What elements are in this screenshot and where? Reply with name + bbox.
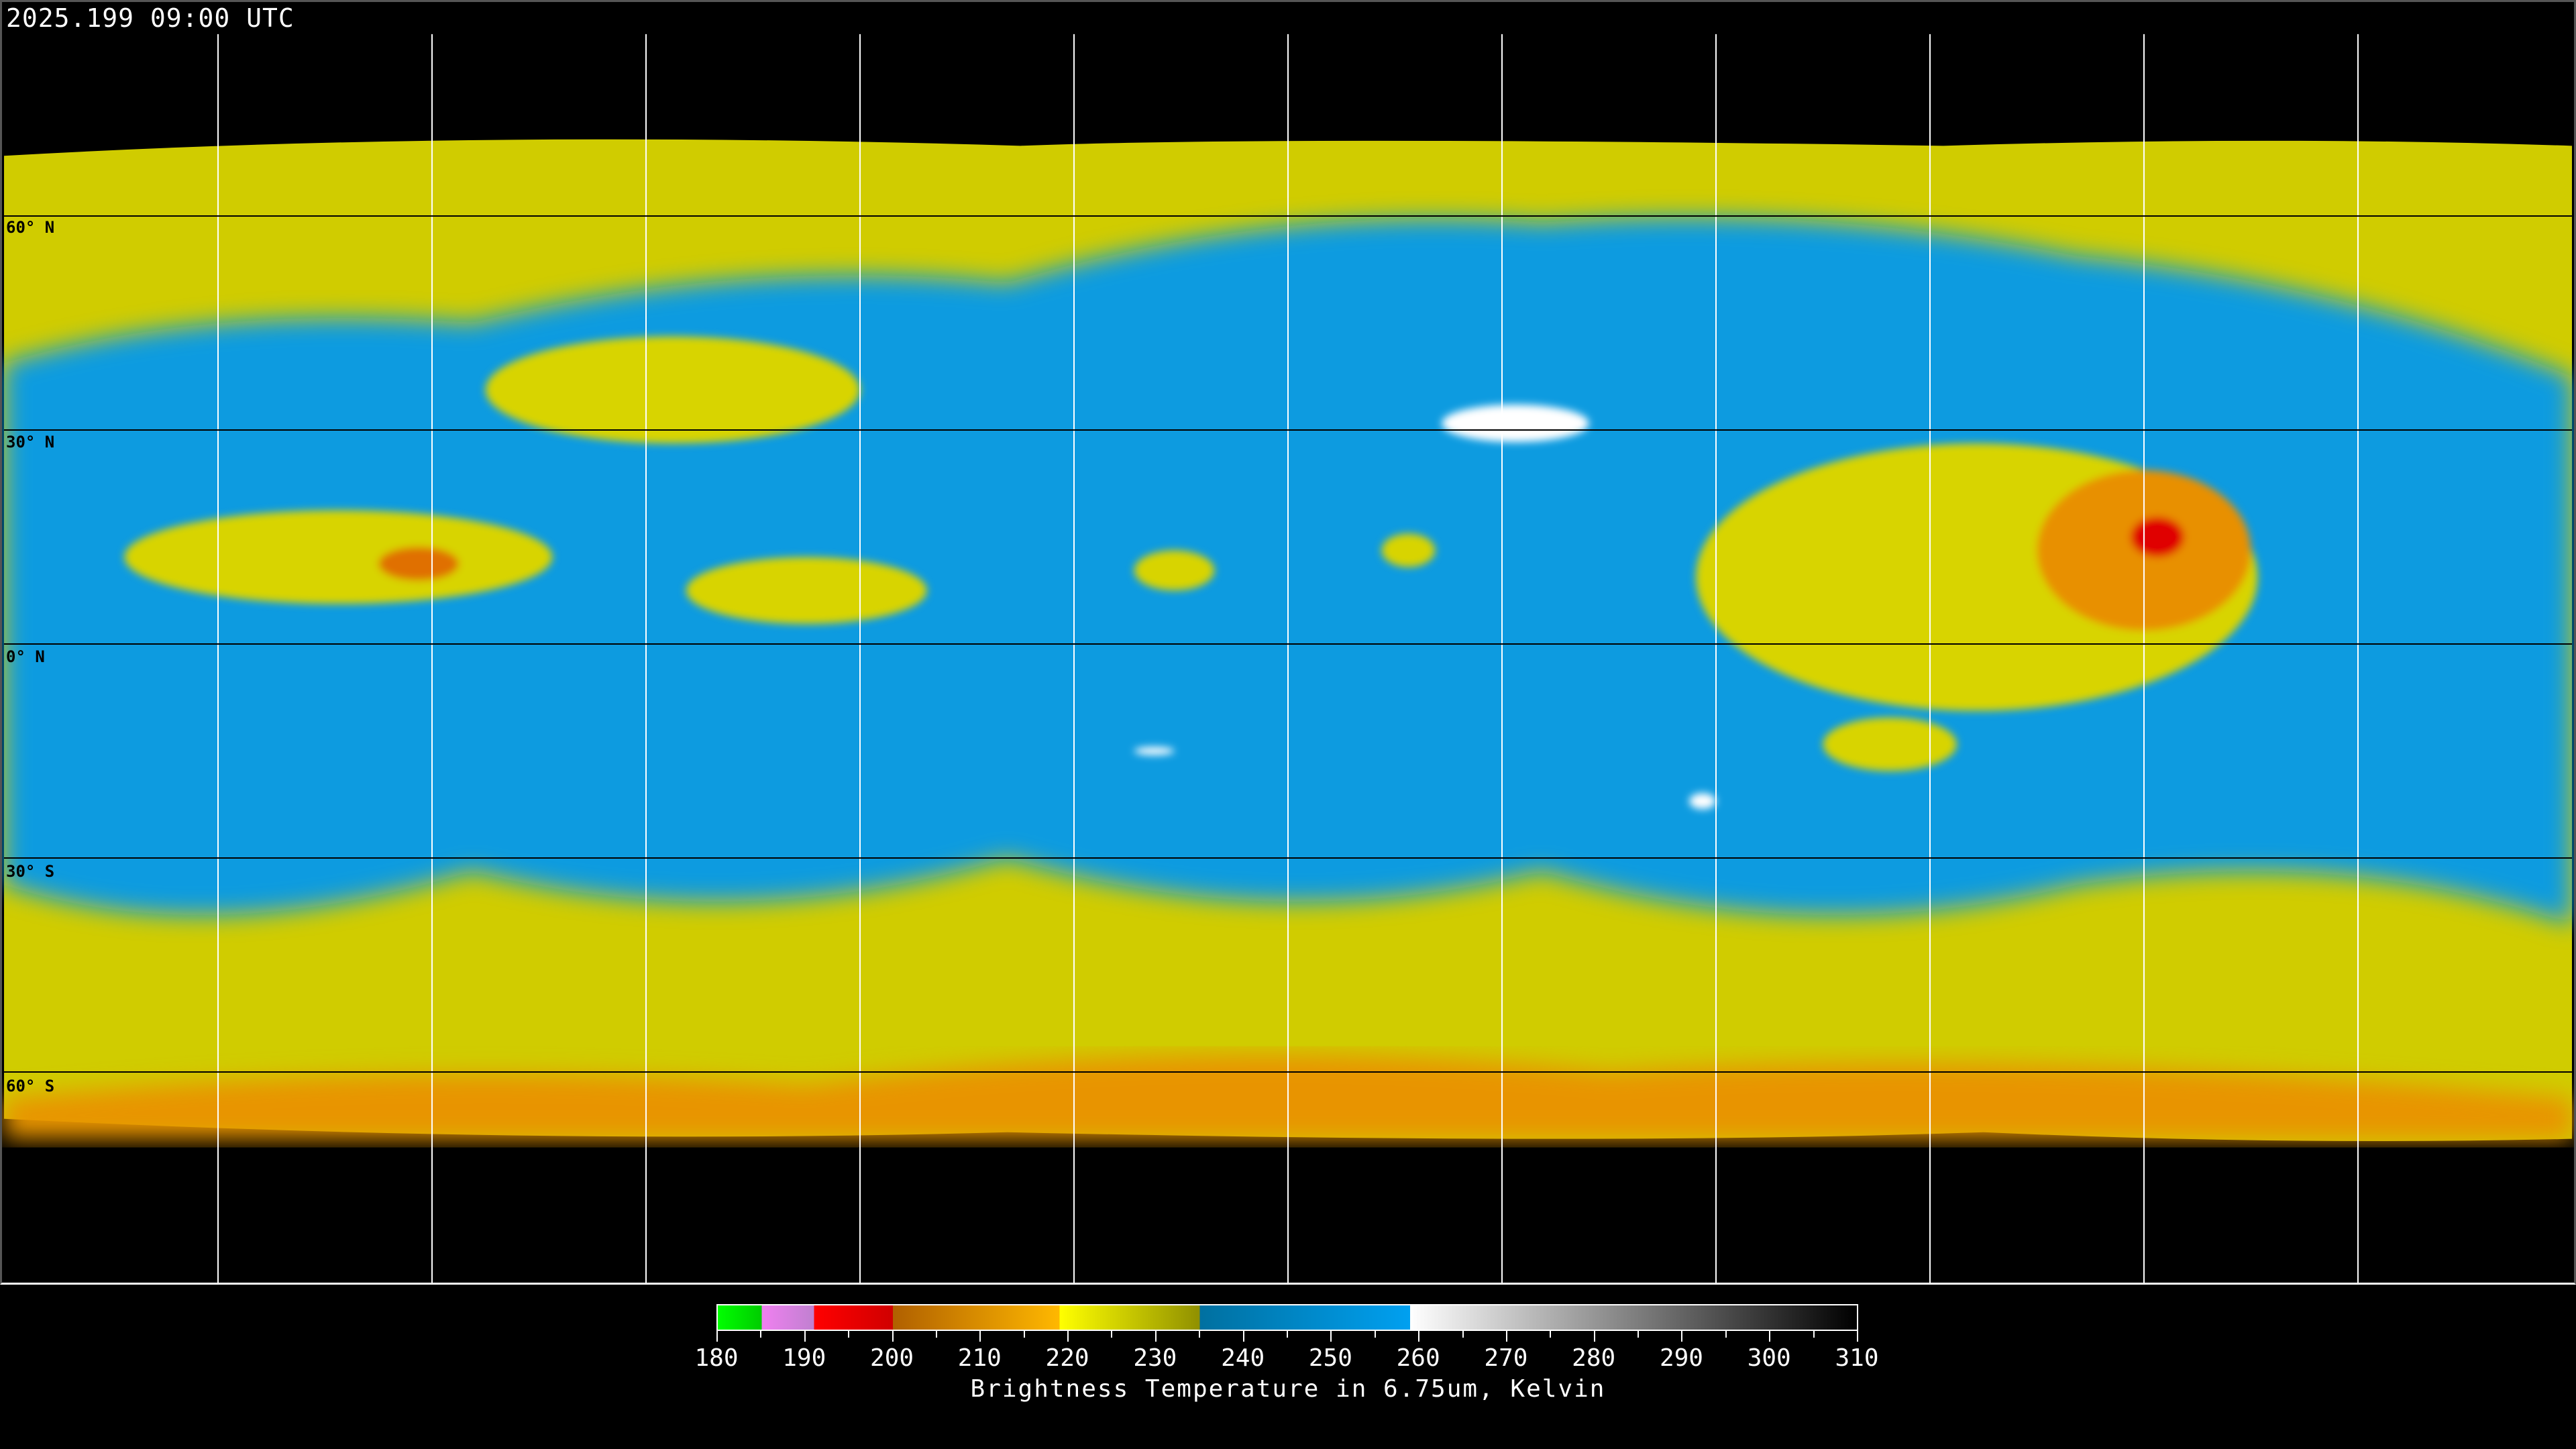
colorbar-tick — [1681, 1331, 1683, 1342]
colorbar-tick-label: 280 — [1572, 1344, 1616, 1372]
colorbar-tick — [1155, 1331, 1157, 1342]
colorbar-tick — [804, 1331, 806, 1342]
water-vapor-map: 2025.199 09:00 UTC 60° N 30° N 0° N 30° … — [0, 0, 2576, 1285]
colorbar-tick-label: 240 — [1221, 1344, 1265, 1372]
colorbar-tick — [760, 1331, 762, 1338]
colorbar-tick — [1813, 1331, 1815, 1338]
colorbar-tick — [1330, 1331, 1332, 1342]
colorbar — [716, 1304, 1858, 1331]
colorbar-tick — [979, 1331, 981, 1342]
colorbar-tick-label: 220 — [1045, 1344, 1089, 1372]
colorbar-tick — [1857, 1331, 1858, 1342]
colorbar-tick — [1638, 1331, 1640, 1338]
lat-label-30s: 30° S — [6, 862, 55, 881]
colorbar-tick — [935, 1331, 937, 1338]
colorbar-tick-label: 250 — [1308, 1344, 1352, 1372]
colorbar-tick — [892, 1331, 894, 1342]
colorbar-tick — [1550, 1331, 1552, 1338]
colorbar-ticks: 180 190 200 210 220 230 240 250 260 270 280 290 300 3… — [694, 1331, 1879, 1385]
colorbar-tick-label: 310 — [1835, 1344, 1879, 1372]
colorbar-tick — [1505, 1331, 1507, 1342]
map-imagery — [4, 34, 2572, 1283]
colorbar-tick — [1242, 1331, 1244, 1342]
colorbar-title: Brightness Temperature in 6.75um, Kelvin — [970, 1375, 1606, 1403]
colorbar-tick-label: 210 — [957, 1344, 1002, 1372]
colorbar-tick-label: 260 — [1396, 1344, 1440, 1372]
graticule — [4, 34, 2572, 1283]
lat-label-60n: 60° N — [6, 218, 55, 237]
colorbar-tick-label: 180 — [694, 1344, 739, 1372]
colorbar-tick — [848, 1331, 850, 1338]
timestamp: 2025.199 09:00 UTC — [6, 3, 294, 33]
colorbar-tick — [1199, 1331, 1201, 1338]
colorbar-tick — [1725, 1331, 1727, 1338]
colorbar-tick-label: 190 — [782, 1344, 826, 1372]
colorbar-tick — [1023, 1331, 1025, 1338]
lat-label-0n: 0° N — [6, 647, 45, 666]
colorbar-tick-label: 270 — [1484, 1344, 1528, 1372]
colorbar-tick-label: 300 — [1747, 1344, 1791, 1372]
colorbar-tick-label: 290 — [1659, 1344, 1703, 1372]
colorbar-tick — [1769, 1331, 1771, 1342]
colorbar-tick — [1462, 1331, 1464, 1338]
colorbar-tick-label: 200 — [870, 1344, 914, 1372]
colorbar-tick-label: 230 — [1133, 1344, 1177, 1372]
colorbar-tick — [1418, 1331, 1420, 1342]
lat-label-30n: 30° N — [6, 433, 55, 451]
lat-label-60s: 60° S — [6, 1077, 55, 1095]
colorbar-tick — [1287, 1331, 1288, 1338]
colorbar-tick — [1374, 1331, 1376, 1338]
colorbar-tick — [716, 1331, 718, 1342]
colorbar-tick — [1067, 1331, 1069, 1342]
colorbar-tick — [1593, 1331, 1595, 1342]
colorbar-tick — [1111, 1331, 1113, 1338]
